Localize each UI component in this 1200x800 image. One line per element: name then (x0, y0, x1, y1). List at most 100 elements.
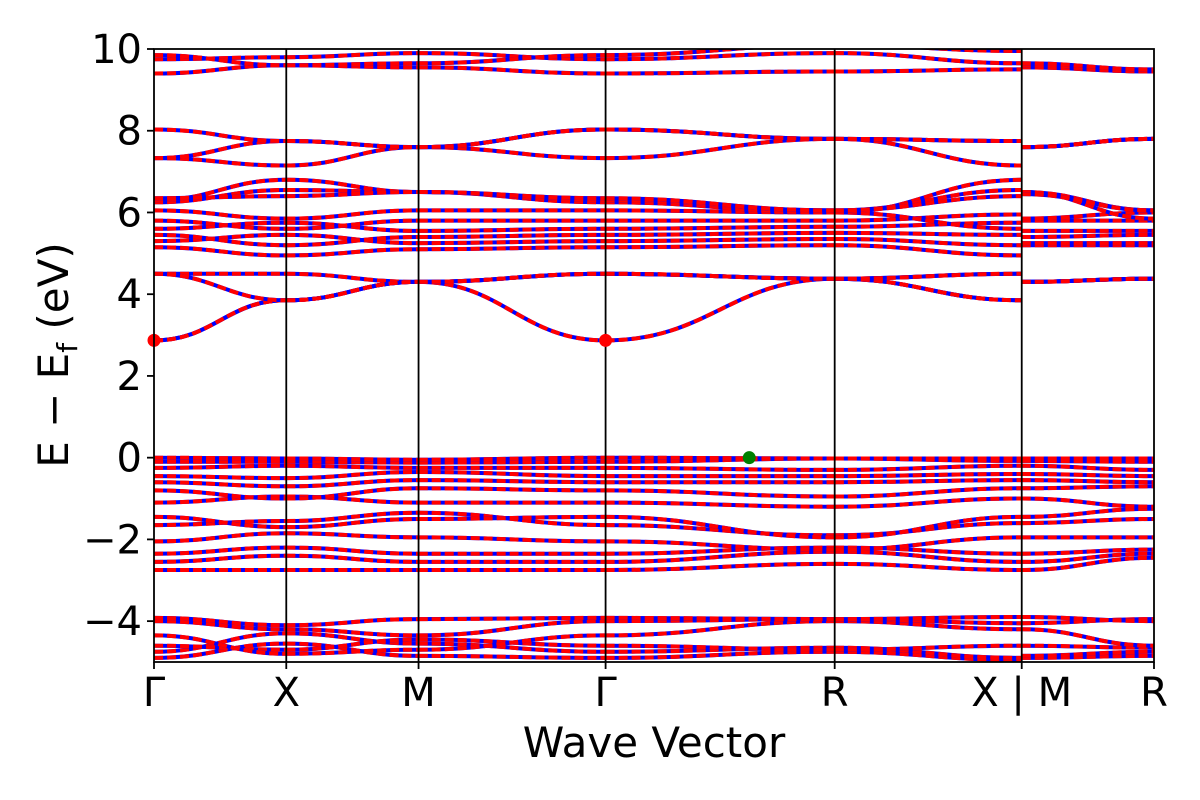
band-line (418, 51, 606, 62)
band-line (1021, 463, 1154, 472)
band-line (834, 243, 1022, 258)
band-line (605, 488, 835, 499)
band-line-red (834, 67, 1022, 74)
band-line-red (418, 641, 606, 654)
band-line-blue (605, 619, 835, 638)
band-line (834, 649, 1022, 662)
band-line-red (286, 218, 419, 231)
band-line-red (286, 545, 419, 556)
band-line-red (1021, 484, 1154, 491)
band-line (418, 232, 606, 239)
band-line-red (154, 514, 287, 530)
x-tick-label: X (273, 670, 300, 716)
band-line-red (834, 230, 1022, 237)
y-axis-label-subscript: f (51, 342, 84, 353)
band-line-red (1021, 463, 1154, 472)
band-line (605, 49, 762, 58)
x-tick-label: X | M (971, 670, 1072, 716)
band-line-red (286, 61, 419, 68)
band-line (834, 51, 1022, 66)
band-line-red (605, 276, 835, 343)
band-line (286, 145, 419, 168)
band-line-red (154, 553, 287, 564)
band-line-red (834, 237, 1022, 248)
band-line (418, 653, 606, 660)
band-line (286, 470, 419, 481)
band-line (834, 615, 1022, 622)
band-line-red (418, 615, 606, 622)
band-line (1021, 506, 1154, 519)
band-line-red (154, 545, 287, 556)
band-line (418, 239, 606, 246)
band-line (1021, 484, 1154, 491)
band-line-red (418, 653, 606, 660)
band-line-red (418, 239, 606, 246)
band-line (154, 53, 287, 68)
band-line (605, 127, 835, 141)
band-line-red (286, 247, 419, 258)
band-line (154, 553, 287, 564)
band-line (154, 232, 287, 248)
band-line (605, 276, 835, 343)
band-line (418, 615, 606, 622)
band-line-red (418, 455, 606, 462)
band-line-red (286, 190, 419, 199)
band-line-red (418, 271, 606, 284)
band-line-red (834, 496, 1022, 509)
band-line-red (286, 188, 419, 194)
vbm-marker (742, 451, 756, 465)
y-tick-label: 8 (117, 109, 142, 155)
band-line-red (1021, 555, 1154, 572)
band-line (154, 641, 287, 660)
band-line-red (418, 190, 606, 201)
band-line-red (1021, 478, 1154, 485)
band-line-red (286, 470, 419, 481)
band-line (154, 218, 287, 231)
band-line (1021, 136, 1154, 150)
y-tick-label: −2 (83, 517, 142, 563)
band-line (286, 232, 419, 246)
band-line-red (286, 459, 419, 465)
band-line (418, 226, 606, 233)
band-line-red (834, 521, 1022, 538)
band-line (286, 61, 419, 68)
band-line (834, 463, 1022, 472)
y-tick-label: −4 (83, 599, 142, 645)
band-line (605, 243, 835, 250)
extrema-markers (147, 333, 756, 465)
band-line-red (418, 245, 606, 252)
band-line-red (154, 619, 287, 632)
band-line (154, 232, 287, 244)
band-line-red (286, 517, 419, 530)
band-line-red (418, 51, 606, 62)
band-line (605, 237, 835, 244)
band-line-red (286, 637, 419, 652)
band-line-red (834, 535, 1022, 552)
band-line-red (1021, 615, 1154, 624)
band-line-red (418, 226, 606, 233)
band-line-blue (605, 69, 835, 76)
band-line-red (286, 463, 419, 470)
band-line-red (286, 145, 419, 168)
band-line-blue (605, 136, 835, 161)
band-line-red (1021, 276, 1154, 284)
band-line-blue (605, 643, 835, 652)
band-line (1021, 649, 1154, 658)
kpoint-divider-lines (285, 49, 1023, 662)
band-line (605, 455, 835, 461)
band-line (418, 271, 606, 284)
band-line (605, 539, 835, 552)
band-line (154, 643, 287, 652)
band-line-red (1021, 136, 1154, 150)
band-line (1021, 555, 1154, 572)
band-line (834, 514, 1022, 540)
band-line (834, 237, 1022, 248)
band-line-red (418, 145, 606, 161)
band-line-blue (605, 615, 835, 622)
band-line (286, 517, 419, 530)
band-line (154, 245, 287, 258)
band-line (286, 220, 419, 233)
band-line (1021, 551, 1154, 564)
band-line (286, 637, 419, 652)
